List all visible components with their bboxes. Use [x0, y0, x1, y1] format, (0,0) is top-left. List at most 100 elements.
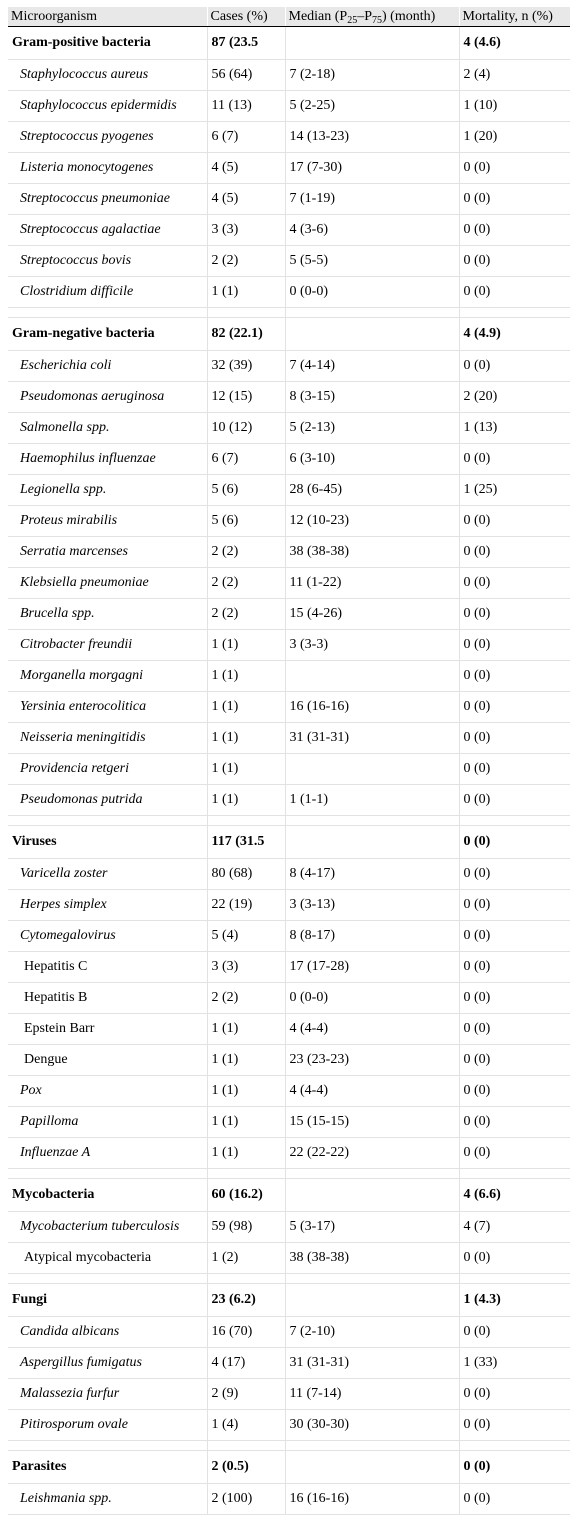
group-spacer — [8, 1168, 570, 1179]
table-row: Clostridium difficile 1 (1) 0 (0-0) 0 (0) — [8, 276, 570, 308]
mortality-cell: 0 (0) — [458, 722, 570, 754]
name-cell: Staphylococcus epidermidis — [8, 90, 207, 122]
name-cell: Providencia retgeri — [8, 753, 207, 785]
group-mortality-cell: 0 (0) — [458, 825, 570, 859]
cases-cell: 1 (1) — [206, 784, 285, 816]
cases-cell: 1 (2) — [206, 1242, 285, 1274]
table-row: Candida albicans 16 (70) 7 (2-10) 0 (0) — [8, 1316, 570, 1348]
cases-cell: 2 (2) — [206, 982, 285, 1014]
median-cell: 28 (6-45) — [284, 474, 459, 506]
table-row: Providencia retgeri 1 (1) 0 (0) — [8, 753, 570, 785]
median-cell: 22 (22-22) — [284, 1137, 459, 1169]
header-microorganism: Microorganism — [8, 7, 207, 27]
mortality-cell: 0 (0) — [458, 629, 570, 661]
median-cell — [284, 753, 459, 785]
microorganism-table: Microorganism Cases (%) Median (P25–P75)… — [8, 7, 570, 1515]
median-cell: 7 (4-14) — [284, 350, 459, 382]
cases-cell: 1 (1) — [206, 276, 285, 308]
spacer-cell — [8, 307, 207, 318]
median-cell: 15 (15-15) — [284, 1106, 459, 1138]
mortality-cell: 2 (20) — [458, 381, 570, 413]
group-cases-cell: 60 (16.2) — [206, 1178, 285, 1212]
cases-cell: 1 (1) — [206, 1075, 285, 1107]
median-cell: 6 (3-10) — [284, 443, 459, 475]
median-cell: 14 (13-23) — [284, 121, 459, 153]
header-median-label: Median (P — [288, 8, 348, 24]
name-cell: Streptococcus bovis — [8, 245, 207, 277]
cases-cell: 1 (1) — [206, 1044, 285, 1076]
table-row: Yersinia enterocolitica 1 (1) 16 (16-16) 0 … — [8, 691, 570, 723]
median-cell: 15 (4-26) — [284, 598, 459, 630]
cases-cell: 6 (7) — [206, 443, 285, 475]
table-row: Epstein Barr 1 (1) 4 (4-4) 0 (0) — [8, 1013, 570, 1045]
name-cell: Pseudomonas putrida — [8, 784, 207, 816]
spacer-cell — [206, 1168, 285, 1179]
mortality-cell: 0 (0) — [458, 1075, 570, 1107]
median-cell: 5 (3-17) — [284, 1211, 459, 1243]
mortality-cell: 0 (0) — [458, 951, 570, 983]
cases-cell: 5 (6) — [206, 474, 285, 506]
group-median-cell — [284, 1450, 459, 1484]
median-cell: 1 (1-1) — [284, 784, 459, 816]
cases-cell: 10 (12) — [206, 412, 285, 444]
table-row: Neisseria meningitidis 1 (1) 31 (31-31) 0 (… — [8, 722, 570, 754]
mortality-cell: 0 (0) — [458, 691, 570, 723]
group-row: Gram-positive bacteria 87 (23.5 4 (4.6) — [8, 26, 570, 60]
spacer-cell — [458, 815, 570, 826]
table-row: Streptococcus agalactiae 3 (3) 4 (3-6) 0 (0… — [8, 214, 570, 246]
cases-cell: 1 (1) — [206, 1137, 285, 1169]
mortality-cell: 0 (0) — [458, 1044, 570, 1076]
group-mortality-cell: 4 (6.6) — [458, 1178, 570, 1212]
spacer-cell — [284, 1273, 459, 1284]
table-row: Leishmania spp. 2 (100) 16 (16-16) 0 (0) — [8, 1483, 570, 1515]
name-cell: Streptococcus pneumoniae — [8, 183, 207, 215]
table-row: Proteus mirabilis 5 (6) 12 (10-23) 0 (0) — [8, 505, 570, 537]
cases-cell: 11 (13) — [206, 90, 285, 122]
mortality-cell: 0 (0) — [458, 753, 570, 785]
table-body: Gram-positive bacteria 87 (23.5 4 (4.6) Sta… — [8, 26, 570, 1515]
median-cell: 16 (16-16) — [284, 691, 459, 723]
spacer-cell — [458, 307, 570, 318]
mortality-cell: 0 (0) — [458, 660, 570, 692]
spacer-cell — [458, 1168, 570, 1179]
group-median-cell — [284, 317, 459, 351]
spacer-cell — [8, 1440, 207, 1451]
group-name-cell: Gram-negative bacteria — [8, 317, 207, 351]
name-cell: Brucella spp. — [8, 598, 207, 630]
mortality-cell: 0 (0) — [458, 598, 570, 630]
median-cell: 7 (2-18) — [284, 59, 459, 91]
table-row: Papilloma 1 (1) 15 (15-15) 0 (0) — [8, 1106, 570, 1138]
spacer-cell — [206, 1273, 285, 1284]
header-median-mid: –P — [357, 8, 373, 24]
table-row: Salmonella spp. 10 (12) 5 (2-13) 1 (13) — [8, 412, 570, 444]
cases-cell: 56 (64) — [206, 59, 285, 91]
median-cell: 17 (7-30) — [284, 152, 459, 184]
spacer-cell — [8, 1273, 207, 1284]
group-row: Viruses 117 (31.5 0 (0) — [8, 825, 570, 859]
table-row: Pseudomonas putrida 1 (1) 1 (1-1) 0 (0) — [8, 784, 570, 816]
table-row: Varicella zoster 80 (68) 8 (4-17) 0 (0) — [8, 858, 570, 890]
name-cell: Haemophilus influenzae — [8, 443, 207, 475]
mortality-cell: 0 (0) — [458, 889, 570, 921]
group-row: Parasites 2 (0.5) 0 (0) — [8, 1450, 570, 1484]
cases-cell: 2 (2) — [206, 598, 285, 630]
median-cell: 7 (1-19) — [284, 183, 459, 215]
group-cases-cell: 2 (0.5) — [206, 1450, 285, 1484]
table-row: Klebsiella pneumoniae 2 (2) 11 (1-22) 0 (0) — [8, 567, 570, 599]
mortality-cell: 0 (0) — [458, 536, 570, 568]
cases-cell: 2 (2) — [206, 536, 285, 568]
group-cases-cell: 82 (22.1) — [206, 317, 285, 351]
table-row: Staphylococcus epidermidis 11 (13) 5 (2-25… — [8, 90, 570, 122]
median-cell: 5 (2-25) — [284, 90, 459, 122]
group-median-cell — [284, 26, 459, 60]
header-median-tail: ) (month) — [382, 8, 436, 24]
mortality-cell: 1 (13) — [458, 412, 570, 444]
median-cell: 0 (0-0) — [284, 276, 459, 308]
table-row: Brucella spp. 2 (2) 15 (4-26) 0 (0) — [8, 598, 570, 630]
table-row: Listeria monocytogenes 4 (5) 17 (7-30) 0 (0… — [8, 152, 570, 184]
spacer-cell — [206, 815, 285, 826]
median-cell: 38 (38-38) — [284, 1242, 459, 1274]
table-row: Atypical mycobacteria 1 (2) 38 (38-38) 0 (0… — [8, 1242, 570, 1274]
cases-cell: 5 (6) — [206, 505, 285, 537]
